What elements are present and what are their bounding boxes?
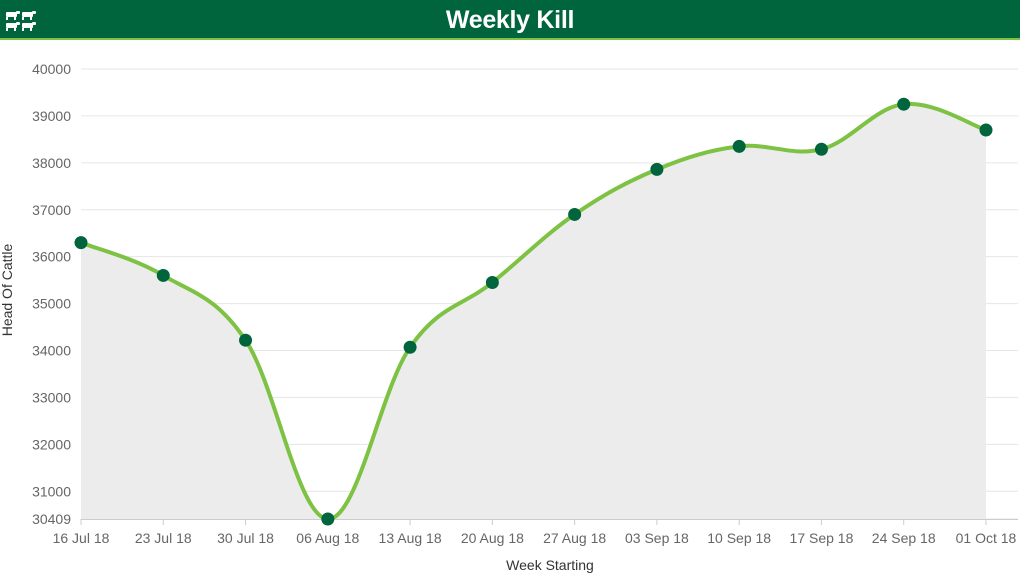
y-tick-label: 32000 — [32, 436, 71, 452]
data-point[interactable] — [321, 512, 335, 526]
data-point[interactable] — [897, 97, 911, 111]
y-tick-label: 31000 — [32, 483, 71, 499]
y-tick-label: 38000 — [32, 155, 71, 171]
cattle-icon — [5, 10, 37, 39]
data-point[interactable] — [156, 268, 170, 282]
x-tick-label: 27 Aug 18 — [543, 530, 606, 546]
x-tick-label: 03 Sep 18 — [625, 530, 689, 546]
y-tick-label: 37000 — [32, 202, 71, 218]
x-tick-label: 20 Aug 18 — [461, 530, 524, 546]
x-tick-label: 23 Jul 18 — [135, 530, 192, 546]
y-tick-label: 40000 — [32, 61, 71, 77]
x-axis-title: Week Starting — [506, 557, 594, 573]
x-tick-label: 30 Jul 18 — [217, 530, 274, 546]
y-tick-label: 33000 — [32, 389, 71, 405]
data-point[interactable] — [650, 162, 664, 176]
y-axis-ticks: 30409 31000 32000 33000 34000 35000 36000 37000… — [32, 61, 71, 527]
data-point[interactable] — [403, 340, 417, 354]
y-tick-label: 34000 — [32, 343, 71, 359]
x-tick-label: 10 Sep 18 — [707, 530, 771, 546]
y-tick-label: 39000 — [32, 108, 71, 124]
data-point[interactable] — [568, 207, 582, 221]
chart-header: Weekly Kill — [0, 0, 1020, 40]
x-tick-label: 13 Aug 18 — [379, 530, 442, 546]
data-point[interactable] — [239, 333, 253, 347]
data-point[interactable] — [732, 139, 746, 153]
y-tick-label: 30409 — [32, 511, 71, 527]
chart-title: Weekly Kill — [445, 6, 575, 34]
data-point[interactable] — [74, 236, 88, 250]
y-tick-label: 36000 — [32, 249, 71, 265]
y-tick-label: 35000 — [32, 296, 71, 312]
data-point[interactable] — [814, 142, 828, 156]
x-tick-label: 06 Aug 18 — [296, 530, 359, 546]
x-tick-label: 24 Sep 18 — [872, 530, 936, 546]
data-points — [74, 97, 993, 526]
x-tick-label: 17 Sep 18 — [790, 530, 854, 546]
y-axis-title: Head Of Cattle — [0, 243, 15, 336]
x-axis: 16 Jul 18 23 Jul 18 30 Jul 18 06 Aug 18 13 A… — [53, 519, 1018, 546]
data-point[interactable] — [979, 123, 993, 137]
x-tick-label: 01 Oct 18 — [956, 530, 1017, 546]
x-tick-label: 16 Jul 18 — [53, 530, 110, 546]
data-point[interactable] — [485, 275, 499, 289]
area-fill — [81, 103, 986, 520]
weekly-kill-chart: 30409 31000 32000 33000 34000 35000 36000 37000… — [0, 61, 1018, 573]
